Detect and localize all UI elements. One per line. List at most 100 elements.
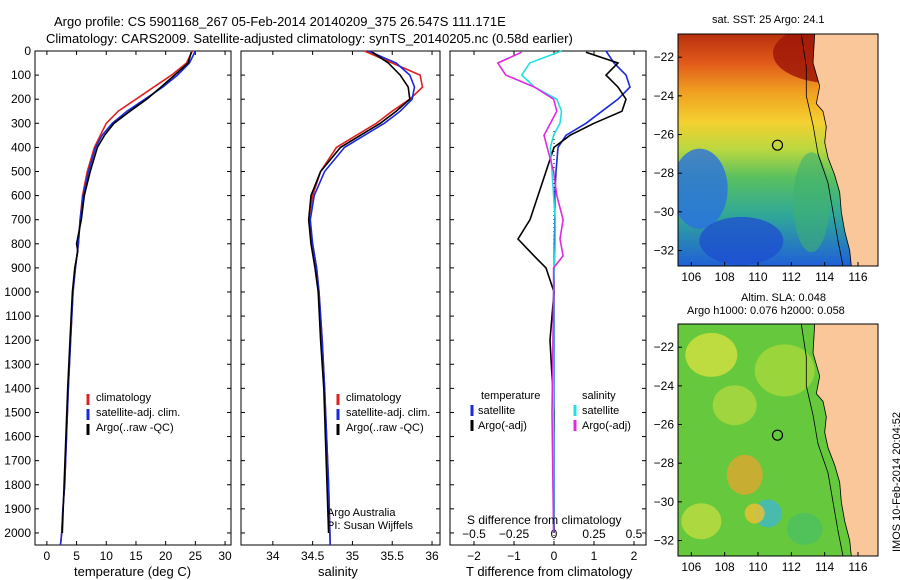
depth-tick-label: 1600 [4,430,31,444]
depth-tick-label: 400 [11,140,31,154]
temperature-xtick-label: 15 [129,549,143,563]
map-ytick-label: −32 [654,534,675,548]
temperature-xtick-label: 30 [218,549,232,563]
map-xtick-label: 106 [681,270,701,284]
sla-anomaly-blob [681,503,722,540]
t-diff-xtick-label: 1 [591,549,598,563]
depth-tick-label: 600 [11,189,31,203]
depth-tick-label: 700 [11,213,31,227]
t-diff-xtick-label: 0 [551,549,558,563]
temperature-xtick-label: 10 [100,549,114,563]
temperature-xtick-label: 0 [44,549,51,563]
map-ytick-label: −24 [654,89,675,103]
pi-note: PI: Susan Wijffels [327,520,413,532]
temperature-series-0 [59,50,194,546]
depth-tick-label: 1500 [4,405,31,419]
temperature-xtick-label: 20 [159,549,173,563]
depth-tick-label: 300 [11,116,31,130]
temperature-series-1 [59,50,197,546]
sal-legend-climatology: climatology [346,392,402,404]
s-diff-tick-label: 0.25 [582,527,606,541]
depth-tick-label: 800 [11,237,31,251]
s-diff-tick-label: 0 [551,527,558,541]
sla-anomaly-blob [726,454,763,495]
diff-legend-t-satellite: satellite [478,405,516,417]
t-diff-xtick-label: −1 [507,549,521,563]
map-ytick-label: −30 [654,205,675,219]
depth-tick-label: 1700 [4,454,31,468]
map-ytick-label: −28 [654,456,675,470]
land-mass [812,34,878,266]
argo-australia-note: Argo Australia [327,507,396,519]
map-xtick-label: 108 [715,270,735,284]
map-xtick-label: 114 [815,560,834,574]
map-ytick-label: −30 [654,495,675,509]
imos-timestamp: IMOS 10-Feb-2014 20:04:52 [891,411,900,552]
temp-legend-satellite: satellite-adj. clim. [96,407,181,419]
temp-legend-argo: Argo(..raw -QC) [96,422,174,434]
sla-anomaly-blob [685,332,738,377]
depth-tick-label: 200 [11,92,31,106]
s-diff-tick-label: 0.5 [626,527,643,541]
s-diff-tick-label: −0.25 [499,527,530,541]
sal-legend-satellite: satellite-adj. clim. [346,407,431,419]
map-ytick-label: −32 [654,244,675,258]
map-ytick-label: −22 [654,50,675,64]
map-xtick-label: 116 [848,270,867,284]
sst-coastal-patch [793,152,830,253]
salinity-series-1 [309,50,416,546]
depth-tick-label: 900 [11,261,31,275]
temperature-xtick-label: 25 [189,549,203,563]
depth-tick-label: 0 [24,44,31,58]
depth-tick-label: 500 [11,164,31,178]
t-diff-xtick-label: 2 [631,549,638,563]
temperature-panel-frame [34,50,232,546]
salinity-xtick-label: 35.5 [381,549,405,563]
temp-legend-climatology: climatology [96,392,152,404]
depth-tick-label: 1200 [4,333,31,347]
diff-legend-t-title: temperature [481,390,541,402]
diff-legend-s-title: salinity [582,390,616,402]
salinity-panel-frame [240,50,441,546]
t-difference-xlabel: T difference from climatology [466,564,633,579]
salinity-xtick-label: 35 [346,549,360,563]
diff-legend-s-satellite: satellite [582,405,620,417]
sla-map: 106 108 110 112 114 116 −22 −24 −26 −28 −30 −32 [654,323,879,574]
sst-map-frame [677,33,879,267]
isobath-line [800,34,844,266]
map-xtick-label: 106 [681,560,701,574]
sla-anomaly-blob [712,385,757,426]
depth-tick-label: 1100 [5,309,31,323]
depth-tick-label: 1300 [4,357,31,371]
map-ytick-label: −26 [654,418,675,432]
depth-tick-label: 1400 [4,381,31,395]
s-difference-label: S difference from climatology [467,513,622,527]
map-xtick-label: 108 [715,560,735,574]
salinity-xtick-label: 34.5 [301,549,325,563]
diff-legend-t-argo: Argo(-adj) [478,420,527,432]
sla-map-frame [677,323,879,557]
map-ytick-label: −26 [654,128,675,142]
map-ytick-label: −28 [654,166,675,180]
map-xtick-label: 116 [848,560,867,574]
sst-map: 106 108 110 112 114 116 −22 −24 −26 −28 −30 −32 [654,33,879,284]
salinity-xtick-label: 34 [266,549,280,563]
depth-tick-label: 2000 [4,526,31,540]
salinity-xlabel: salinity [318,564,358,579]
temperature-series-2 [61,51,192,534]
argo-float-marker [771,139,784,151]
map-xtick-label: 112 [782,270,801,284]
isobath-line [800,324,844,556]
sst-map-title: sat. SST: 25 Argo: 24.1 [712,14,825,26]
sla-anomaly-blob [754,344,815,397]
diff-legend-s-argo: Argo(-adj) [582,420,631,432]
profile-title: Argo profile: CS 5901168_267 05-Feb-2014… [54,14,506,29]
map-ytick-label: −22 [654,340,675,354]
sla-anomaly-blob [786,512,823,545]
depth-tick-label: 1900 [4,502,31,516]
map-ytick-label: −24 [654,379,675,393]
sal-legend-argo: Argo(..raw -QC) [346,422,424,434]
t-diff-satellite [553,50,631,533]
sst-cool-patch [678,148,728,229]
